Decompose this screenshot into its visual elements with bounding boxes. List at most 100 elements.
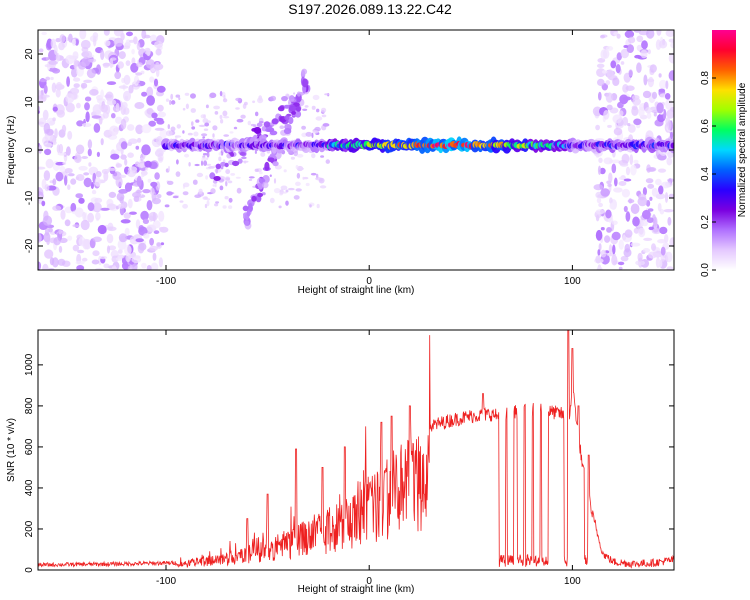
spectrogram-cell — [600, 49, 608, 60]
spectrogram-cell — [78, 165, 88, 171]
spectrogram-cell — [624, 229, 633, 238]
spectrogram-cell — [92, 104, 102, 115]
spectrogram-cell — [91, 189, 97, 195]
spectrogram-cell — [70, 178, 77, 185]
spectrogram-cell — [64, 168, 73, 174]
spectrogram-cell — [131, 256, 142, 264]
spectrogram-cell — [223, 134, 229, 137]
spectrogram-cell — [636, 35, 644, 43]
spectrogram-cell — [115, 163, 122, 168]
spectrogram-cell — [296, 153, 304, 158]
spectrogram-cell — [215, 168, 219, 174]
spectrogram-cell — [139, 157, 145, 169]
spectrogram-cell — [158, 157, 163, 161]
spectrogram-cell — [645, 178, 654, 184]
spectrogram-cell — [66, 76, 70, 87]
spectrogram-cell — [80, 219, 90, 231]
spectrogram-cell — [602, 70, 608, 74]
spectrogram-cell — [625, 211, 631, 222]
spectrogram-cell — [623, 205, 628, 213]
spectrogram-cell — [106, 203, 117, 210]
spectrogram-cell — [128, 84, 134, 94]
spectrogram-cell — [628, 36, 636, 44]
spectrogram-cell — [152, 252, 157, 261]
spectrogram-cell — [99, 207, 110, 211]
spectrogram-cell — [611, 254, 618, 266]
snr-x-ticks: -100 0 100 — [156, 330, 581, 587]
spectrogram-cell — [67, 184, 71, 190]
spectrogram-cell — [43, 84, 48, 94]
spectrogram-cell — [220, 166, 224, 170]
spectrogram-cell — [92, 236, 102, 243]
spectrogram-cell — [288, 105, 297, 112]
spectrogram-cell — [647, 49, 651, 55]
spectrogram-cell — [295, 105, 301, 112]
spectrogram-cell — [135, 145, 140, 150]
spectrogram-cell — [170, 126, 176, 132]
spectrogram-cell — [659, 226, 668, 235]
spectrogram-cell — [224, 162, 229, 168]
colorbar-tick-label: 0.4 — [700, 167, 711, 181]
spectrogram-cell — [83, 177, 92, 188]
spectrogram-cell — [279, 192, 283, 196]
spectrogram-cell — [111, 255, 119, 263]
colorbar-tick-label: 0.8 — [700, 71, 711, 85]
spectrogram-cell — [614, 177, 618, 187]
spectrogram-cell — [280, 185, 288, 191]
spectrogram-cell — [43, 142, 53, 148]
spectrogram-cell — [57, 258, 66, 266]
spectrogram-cell — [205, 175, 209, 180]
spectrogram-cell — [54, 128, 58, 139]
spectrogram-cell — [609, 197, 613, 204]
spectrogram-cell — [321, 107, 327, 113]
spectrogram-cell — [612, 77, 620, 86]
spectrogram-cell — [110, 57, 117, 61]
spectrogram-cell — [658, 259, 663, 268]
spectrogram-cell — [596, 197, 602, 204]
y-tick-label: 200 — [24, 520, 35, 537]
spectrogram-cell — [48, 67, 58, 72]
spectrogram-cell — [103, 171, 109, 182]
spectrogram-cell — [646, 167, 656, 172]
spectrogram-cell — [224, 196, 229, 200]
spectrogram-cell — [155, 48, 162, 56]
spectrogram-cell — [617, 261, 625, 266]
spectrogram-cell — [64, 219, 71, 227]
spectrogram-cell — [114, 71, 122, 80]
spectrogram-cell — [39, 78, 47, 83]
spectrogram-cell — [230, 173, 236, 176]
spectrogram-cell — [141, 144, 151, 156]
spectrogram-cell — [78, 197, 85, 204]
spectrogram-cell — [619, 94, 629, 105]
spectrogram-cell — [620, 255, 629, 262]
spectrogram-cell — [605, 92, 614, 103]
spectrogram-cell — [85, 111, 90, 123]
spectrogram-cell — [166, 191, 173, 196]
spectrogram-cell — [290, 98, 296, 103]
y-tick-label: 600 — [24, 438, 35, 455]
spectrogram-cell — [593, 184, 604, 191]
spectrogram-cell — [154, 40, 163, 49]
spectrogram-cell — [212, 125, 218, 131]
spectrogram-cell — [657, 239, 667, 244]
y-tick-label: 400 — [24, 479, 35, 496]
spectrogram-cell — [658, 185, 664, 195]
spectrogram-cell — [648, 226, 654, 231]
spectrogram-cell — [50, 38, 56, 49]
spectrogram-cell — [240, 114, 246, 119]
spectrogram-cell — [618, 239, 624, 250]
spectrogram-cell — [117, 249, 123, 254]
spectrogram-cell — [642, 187, 648, 196]
spectrogram-cell — [228, 197, 233, 203]
spectrogram-cell — [220, 161, 227, 167]
spectrogram-cell — [235, 97, 242, 102]
spectrogram-cell — [46, 236, 50, 246]
spectrogram-cell — [233, 126, 238, 130]
spectrogram-cell — [310, 172, 317, 176]
spectrogram-cell — [598, 91, 602, 101]
spectrogram-cell — [263, 121, 271, 128]
spectrogram-cell — [607, 124, 612, 128]
spectrogram-cell — [611, 231, 621, 241]
spectrogram-cell — [257, 97, 264, 104]
spectrogram-cell — [95, 267, 104, 270]
